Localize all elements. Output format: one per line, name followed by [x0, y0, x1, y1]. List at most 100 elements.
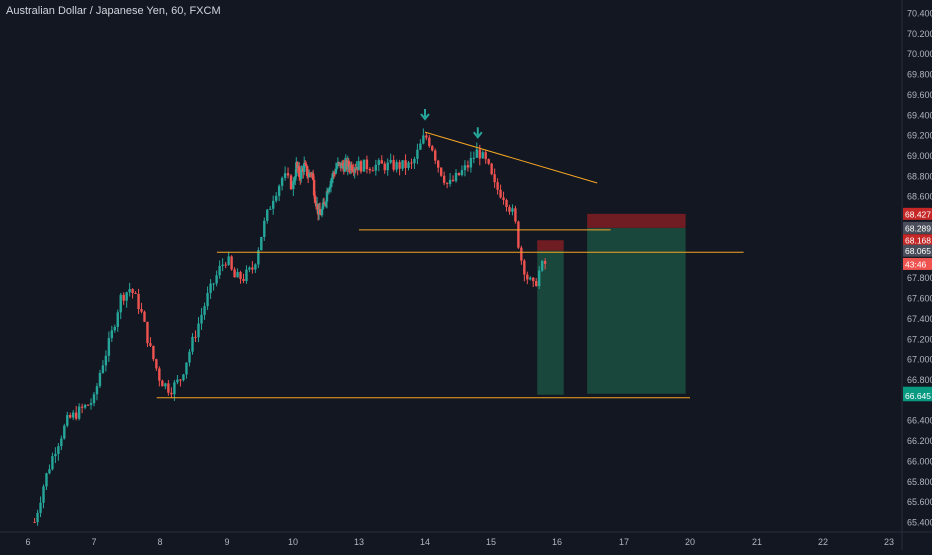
candle-body — [72, 412, 75, 418]
candle-body — [490, 163, 493, 175]
candle-body — [155, 359, 158, 369]
candle-body — [517, 221, 520, 248]
candle-body — [325, 191, 329, 202]
candle-body — [33, 522, 36, 523]
candle-body — [182, 374, 185, 381]
candle-body — [318, 209, 322, 215]
y-tick-label: 65.600 — [907, 497, 932, 507]
candle-body — [389, 159, 392, 163]
candle-body — [39, 502, 42, 513]
candle-body — [333, 173, 337, 175]
candle-body — [487, 159, 490, 164]
x-tick-label: 16 — [552, 537, 562, 547]
candle-body — [359, 161, 363, 172]
candle-body — [529, 277, 532, 280]
y-tick-label: 69.000 — [907, 151, 932, 161]
candle-body — [413, 158, 416, 164]
candle-body — [194, 336, 197, 338]
down-arrow-icon — [473, 131, 483, 139]
candle-body — [86, 404, 90, 406]
descending-trendline — [424, 131, 598, 184]
candle-body — [437, 160, 440, 168]
candle-body — [313, 195, 317, 203]
candle-body — [371, 170, 375, 172]
y-tick-label: 69.800 — [907, 70, 932, 80]
y-tick-label: 70.200 — [907, 29, 932, 39]
candle-body — [191, 336, 194, 352]
candle-body — [496, 182, 499, 190]
x-tick-label: 8 — [157, 537, 162, 547]
candle-body — [336, 162, 340, 166]
candle-body — [128, 289, 131, 293]
candle-body — [304, 163, 307, 165]
candle-body — [425, 135, 428, 138]
price-label-text: 68.168 — [905, 236, 931, 246]
candle-body — [286, 173, 290, 176]
candle-body — [149, 343, 152, 346]
candle-body — [484, 152, 487, 160]
candle-body — [98, 372, 102, 387]
candle-body — [293, 180, 296, 182]
candle-body — [263, 220, 266, 237]
x-tick-label: 9 — [224, 537, 229, 547]
candle-body — [365, 159, 369, 170]
y-tick-label: 67.000 — [907, 355, 932, 365]
price-label-badge — [903, 207, 932, 220]
candle-body — [143, 311, 146, 322]
candle-body — [230, 256, 233, 270]
candle-body — [221, 264, 224, 266]
candle-body — [439, 167, 443, 176]
candle-body — [294, 175, 297, 181]
candle-body — [540, 261, 544, 271]
candle-body — [431, 146, 434, 151]
candle-body — [185, 362, 188, 375]
candle-body — [77, 406, 81, 419]
candle-body — [401, 160, 404, 169]
candle-body — [481, 152, 484, 159]
x-tick-label: 22 — [818, 537, 828, 547]
candle-body — [330, 177, 334, 181]
price-label-text: 68.427 — [905, 209, 931, 219]
y-tick-label: 68.600 — [907, 192, 932, 202]
candle-body — [224, 264, 227, 266]
candle-body — [206, 293, 209, 307]
candle-body — [239, 272, 242, 280]
down-arrow-icon — [420, 113, 430, 121]
candle-body — [386, 162, 389, 171]
candle-body — [167, 383, 170, 393]
candle-body — [463, 165, 467, 171]
candle-body — [523, 260, 526, 275]
candle-body — [266, 209, 269, 221]
candle-body — [331, 173, 335, 178]
candle-body — [134, 292, 137, 294]
candle-body — [295, 162, 298, 176]
candle-body — [197, 323, 200, 338]
candle-body — [298, 166, 301, 177]
candle-body — [95, 386, 99, 395]
candle-body — [307, 173, 311, 178]
candle-body — [74, 412, 78, 419]
candle-body — [353, 168, 356, 172]
candle-body — [176, 379, 179, 383]
candle-body — [407, 162, 410, 168]
y-tick-label: 67.200 — [907, 334, 932, 344]
candle-body — [428, 137, 431, 147]
price-label-text: 43:46 — [905, 259, 927, 269]
candle-body — [347, 160, 350, 167]
candle-body — [514, 208, 517, 222]
y-tick-label: 67.800 — [907, 273, 932, 283]
candle-body — [54, 453, 57, 457]
candle-body — [511, 208, 514, 212]
candle-body — [395, 162, 398, 170]
candle-body — [475, 149, 479, 158]
y-tick-label: 70.000 — [907, 49, 932, 59]
candle-body — [535, 281, 538, 287]
candle-body — [532, 277, 535, 282]
candle-body — [119, 294, 122, 313]
candle-body — [260, 236, 263, 251]
candle-body — [383, 163, 386, 171]
y-tick-label: 68.800 — [907, 171, 932, 181]
short-position-1-stop-zone — [537, 240, 564, 251]
